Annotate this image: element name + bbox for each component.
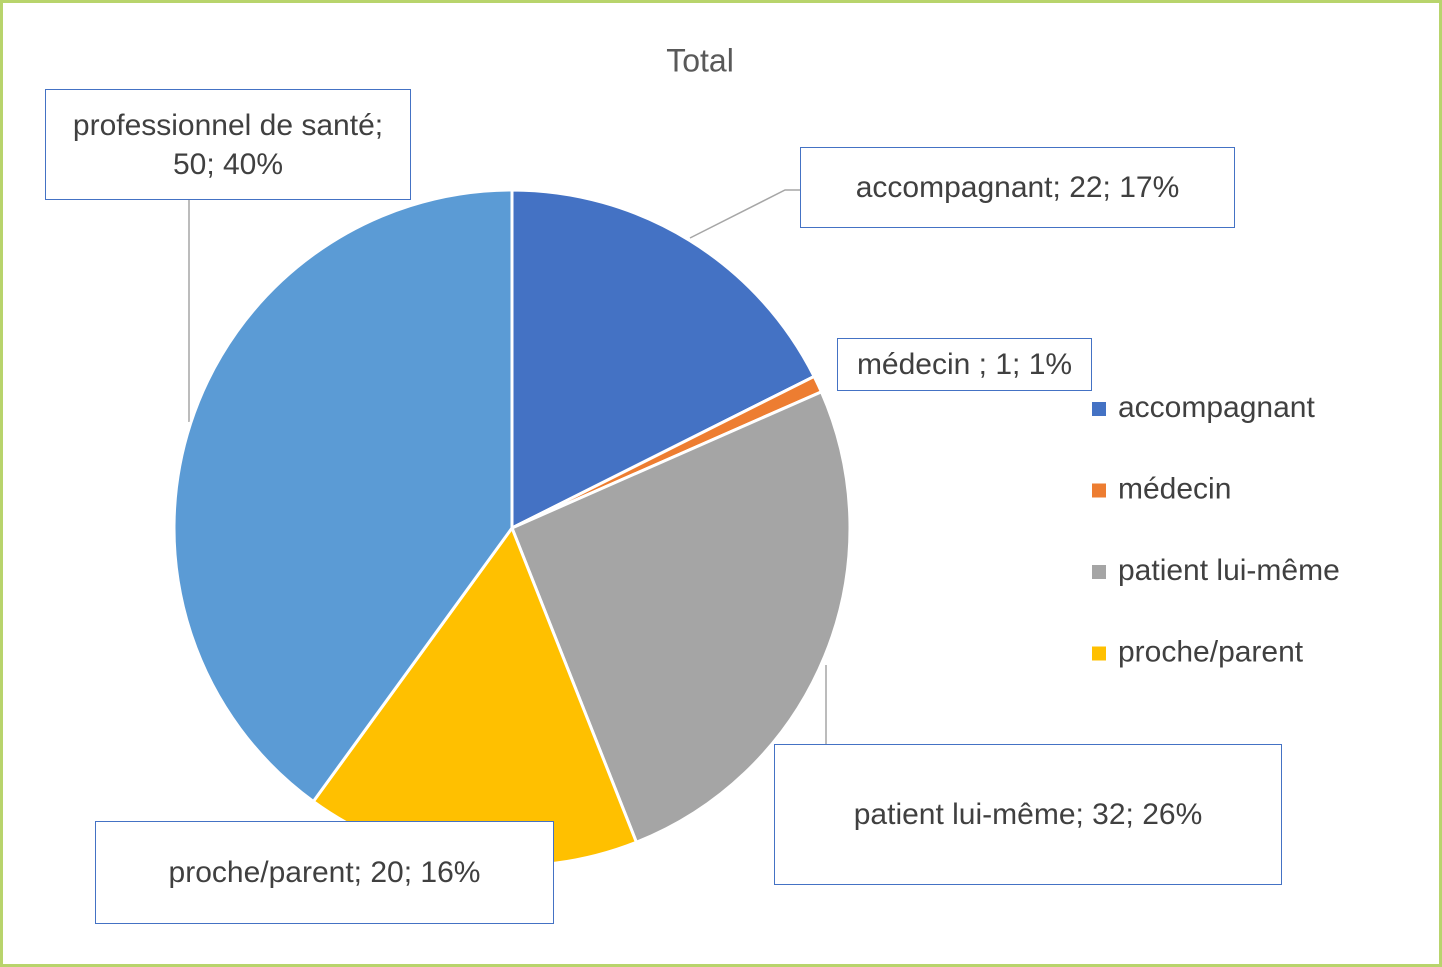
data-label: accompagnant; 22; 17% [800, 147, 1235, 228]
legend-label: proche/parent [1118, 635, 1304, 668]
leader-line [689, 189, 800, 239]
data-label: patient lui-même; 32; 26% [774, 744, 1282, 885]
pie-slice [172, 188, 514, 804]
legend-label: médecin [1118, 472, 1231, 505]
legend-label: accompagnant [1118, 391, 1315, 424]
data-label: proche/parent; 20; 16% [95, 821, 554, 924]
pie-slice [510, 188, 817, 531]
data-label: professionnel de santé; 50; 40% [45, 89, 411, 200]
legend-swatch [1092, 565, 1106, 579]
data-label: médecin ; 1; 1% [837, 338, 1092, 391]
legend-swatch [1092, 483, 1106, 498]
legend-swatch [1092, 646, 1106, 661]
chart-title: Total [666, 42, 734, 78]
legend-label: patient lui-même [1118, 554, 1340, 587]
pie-slice [510, 389, 852, 845]
legend-swatch [1092, 402, 1106, 416]
